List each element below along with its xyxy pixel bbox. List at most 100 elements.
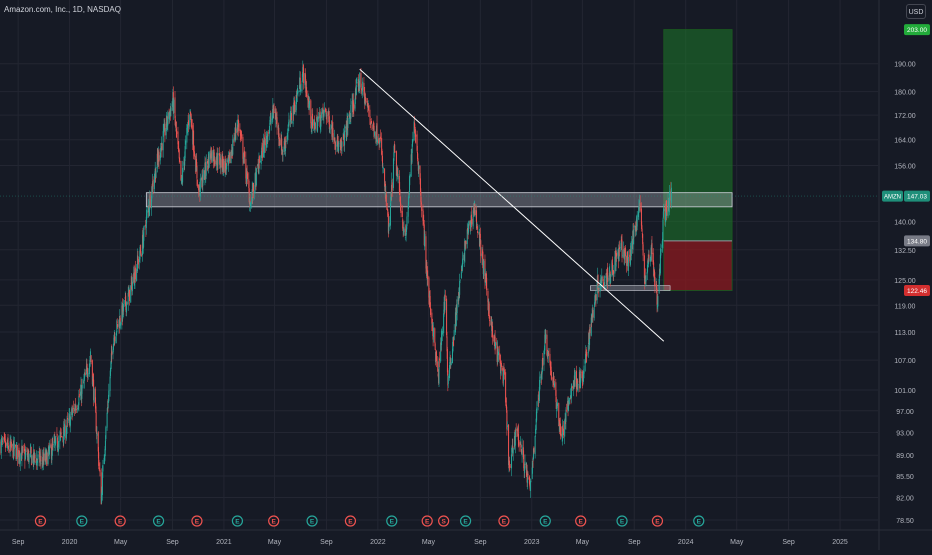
candle-body xyxy=(317,118,319,122)
candle-body xyxy=(523,454,525,469)
candle-body xyxy=(426,262,428,278)
candle-body xyxy=(532,460,534,462)
candle-body xyxy=(502,368,504,371)
candle-body xyxy=(109,367,111,376)
candle-body xyxy=(372,125,374,129)
candle-body xyxy=(624,257,626,259)
candle-body xyxy=(620,240,622,247)
candle-body xyxy=(665,200,667,209)
candle-body xyxy=(130,285,132,303)
candle-body xyxy=(24,453,26,460)
candle-body xyxy=(4,441,6,448)
candle-body xyxy=(610,277,612,283)
candle-body xyxy=(142,238,144,249)
candle-body xyxy=(449,364,451,379)
symbol-title[interactable]: Amazon.com, Inc., 1D, NASDAQ xyxy=(4,5,121,14)
candle-body xyxy=(505,372,507,403)
candle-body xyxy=(506,425,508,427)
candle-body xyxy=(395,151,397,176)
candle-body xyxy=(291,121,293,123)
candle-body xyxy=(268,125,270,134)
candle-body xyxy=(170,107,172,117)
candle-body xyxy=(545,333,547,340)
candle-body xyxy=(411,149,413,163)
candle-body xyxy=(239,129,241,132)
candle-body xyxy=(405,237,407,238)
earnings-circle xyxy=(306,515,318,527)
candle-body xyxy=(503,369,505,381)
candle-body xyxy=(326,113,328,118)
candle-body xyxy=(509,466,511,468)
candle-body xyxy=(107,407,109,411)
candle-body xyxy=(123,304,125,311)
candle-body xyxy=(299,77,301,90)
candle-body xyxy=(202,181,204,186)
candle-body xyxy=(258,156,260,163)
candle-body xyxy=(136,255,138,271)
candle-body xyxy=(266,134,268,136)
candle-body xyxy=(639,202,641,211)
price-tick-label: 164.00 xyxy=(894,138,916,145)
candle-body xyxy=(388,223,390,227)
candle-body xyxy=(63,427,65,444)
price-axis[interactable]: 190.00 180.00 172.00 164.00 156.00 140.00 132.… xyxy=(894,62,916,525)
candle-body xyxy=(586,352,588,357)
candle-body xyxy=(338,144,340,152)
candle-body xyxy=(56,437,58,448)
time-axis[interactable]: Sep 2020 May Sep 2021 May Sep 2022 May Sep 2023 May… xyxy=(12,539,848,546)
candle-body xyxy=(334,137,336,144)
candle-body xyxy=(517,425,519,441)
descending-trendline xyxy=(359,68,665,342)
candle-body xyxy=(565,409,567,422)
candle-body xyxy=(541,372,543,380)
earnings-marker: E xyxy=(575,515,587,527)
candle-body xyxy=(405,232,407,237)
candle-body xyxy=(166,116,168,126)
candle-body xyxy=(22,447,24,449)
candle-body xyxy=(320,117,322,127)
candle-body xyxy=(530,481,532,482)
candle-body xyxy=(581,371,583,381)
earnings-circle xyxy=(231,515,244,527)
candle-body xyxy=(403,227,405,233)
candle-body xyxy=(594,302,596,306)
candle-body xyxy=(341,142,343,148)
candle-body xyxy=(95,412,97,432)
candle-body xyxy=(179,157,181,162)
candle-body xyxy=(379,138,381,143)
candle-body xyxy=(72,407,74,409)
candle-body xyxy=(278,127,280,139)
earnings-marker: E xyxy=(498,515,510,527)
currency-button[interactable]: USD xyxy=(906,4,926,19)
candle-body xyxy=(379,136,381,139)
candle-body xyxy=(400,202,402,211)
candle-body xyxy=(185,140,187,145)
candle-body xyxy=(667,201,669,217)
time-tick-label: Sep xyxy=(782,539,795,546)
candle-body xyxy=(500,364,502,375)
candle-body xyxy=(201,175,203,188)
candle-body xyxy=(88,363,90,375)
candle-body xyxy=(317,121,319,132)
candle-body xyxy=(139,249,141,252)
candle-body xyxy=(116,321,118,323)
candle-body xyxy=(647,260,649,268)
candle-body xyxy=(398,176,400,192)
candle-body xyxy=(461,269,463,271)
candle-body xyxy=(77,408,79,410)
candle-body xyxy=(255,168,257,186)
earnings-circle xyxy=(616,515,628,527)
candle-body xyxy=(252,182,254,192)
candle-body xyxy=(104,440,106,451)
candle-body xyxy=(48,448,50,454)
candle-body xyxy=(242,137,244,159)
candle-body xyxy=(2,441,4,442)
candle-body xyxy=(128,289,130,301)
candle-body xyxy=(497,351,499,356)
candle-body xyxy=(279,139,281,146)
candle-body xyxy=(297,89,299,94)
candle-body xyxy=(399,196,401,201)
candle-body xyxy=(648,254,650,259)
